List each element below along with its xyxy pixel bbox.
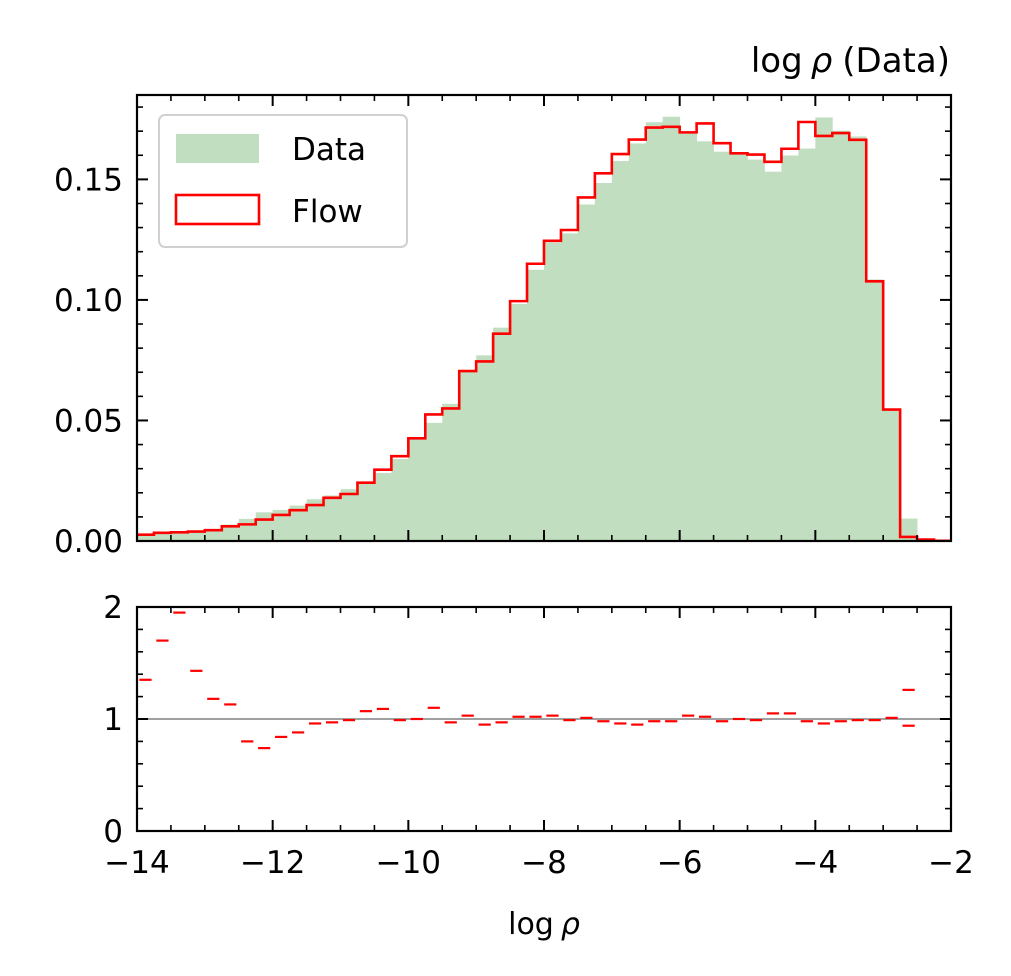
data-bar — [289, 505, 307, 541]
data-bar — [493, 327, 511, 541]
ratio-y-tick-label: 0 — [103, 814, 123, 850]
data-bars — [137, 116, 952, 542]
data-bar — [408, 438, 426, 541]
data-bar — [374, 473, 392, 541]
ratio-y-tick-label: 1 — [103, 702, 123, 738]
data-bar — [611, 161, 630, 541]
main-frame — [135, 93, 953, 543]
data-bar — [238, 518, 257, 541]
legend: Data Flow — [158, 114, 408, 248]
data-bar — [662, 116, 681, 541]
data-bar — [747, 159, 765, 541]
xlabel-symbol: ρ — [561, 907, 580, 942]
data-bar — [323, 495, 341, 541]
data-bar — [798, 148, 816, 541]
flow-step-line — [137, 120, 951, 543]
ratio-y-tick-label: 2 — [103, 590, 123, 626]
data-bar — [730, 154, 748, 541]
y-tick-label: 0.15 — [54, 162, 123, 198]
data-bar — [696, 141, 714, 541]
data-bar — [357, 482, 375, 541]
data-bar — [255, 512, 274, 541]
title-suffix: (Data) — [842, 41, 950, 81]
data-bar — [544, 242, 562, 541]
ratio-markers — [139, 611, 915, 750]
y-tick-label: 0.00 — [54, 524, 123, 560]
title-prefix: log — [751, 41, 803, 81]
data-bar — [306, 499, 324, 541]
data-bar — [713, 151, 731, 541]
legend-flow-swatch — [174, 193, 261, 226]
data-bar — [679, 132, 698, 542]
legend-flow-label: Flow — [292, 194, 363, 230]
y-tick-label: 0.05 — [54, 403, 123, 439]
data-bar — [764, 171, 782, 541]
data-bar — [781, 155, 799, 541]
data-bar — [594, 182, 613, 541]
title-symbol: ρ — [811, 41, 833, 81]
data-bar — [645, 122, 664, 542]
x-axis-label: log ρ — [508, 907, 580, 942]
main-histogram-panel: 0.00 0.05 0.10 0.15 — [54, 93, 953, 560]
x-tick-label: −6 — [657, 845, 703, 881]
x-tick-label: −14 — [104, 845, 169, 881]
data-bar — [560, 233, 579, 541]
data-bar — [866, 279, 884, 541]
data-bar — [442, 403, 460, 541]
data-bar — [272, 509, 291, 541]
data-bar — [849, 136, 867, 541]
x-tick-label: −2 — [928, 845, 974, 881]
data-bar — [204, 529, 223, 541]
data-bar — [577, 204, 596, 541]
data-bar — [340, 489, 358, 541]
xlabel-prefix: log — [508, 907, 554, 942]
x-tick-label: −10 — [376, 845, 441, 881]
data-bar — [527, 269, 545, 541]
data-bar — [459, 371, 477, 541]
y-tick-label: 0.10 — [54, 283, 123, 319]
data-bar — [137, 535, 155, 541]
data-bar — [187, 532, 206, 541]
data-bar — [170, 533, 189, 541]
data-bar — [391, 459, 409, 541]
data-bar — [832, 130, 850, 541]
ratio-panel: 0 1 2 −14 −12 −10 −8 −6 −4 −2 — [103, 590, 974, 881]
data-bar — [425, 422, 443, 541]
data-bar — [900, 518, 918, 541]
legend-data-swatch — [176, 134, 259, 163]
ratio-frame — [135, 605, 953, 833]
data-bar — [221, 524, 240, 541]
x-tick-label: −8 — [521, 845, 567, 881]
data-bar — [815, 117, 833, 542]
data-bar — [510, 304, 528, 541]
data-bar — [476, 355, 494, 541]
data-bar — [153, 534, 172, 541]
ratio-ticks: 0 1 2 −14 −12 −10 −8 −6 −4 −2 — [103, 590, 974, 881]
legend-data-label: Data — [292, 132, 366, 168]
data-bar — [883, 410, 901, 541]
x-tick-label: −12 — [240, 845, 305, 881]
chart-title: log ρ (Data) — [751, 41, 950, 81]
data-bar — [628, 143, 647, 542]
x-tick-label: −4 — [792, 845, 838, 881]
